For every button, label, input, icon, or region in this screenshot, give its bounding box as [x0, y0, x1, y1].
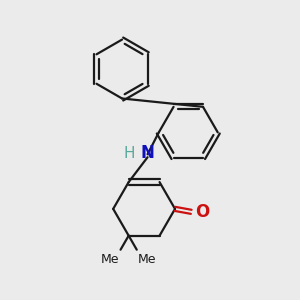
Text: Me: Me — [100, 253, 119, 266]
Text: O: O — [195, 203, 209, 221]
Text: Me: Me — [138, 253, 157, 266]
Text: H: H — [124, 146, 136, 161]
Text: N: N — [141, 144, 154, 162]
